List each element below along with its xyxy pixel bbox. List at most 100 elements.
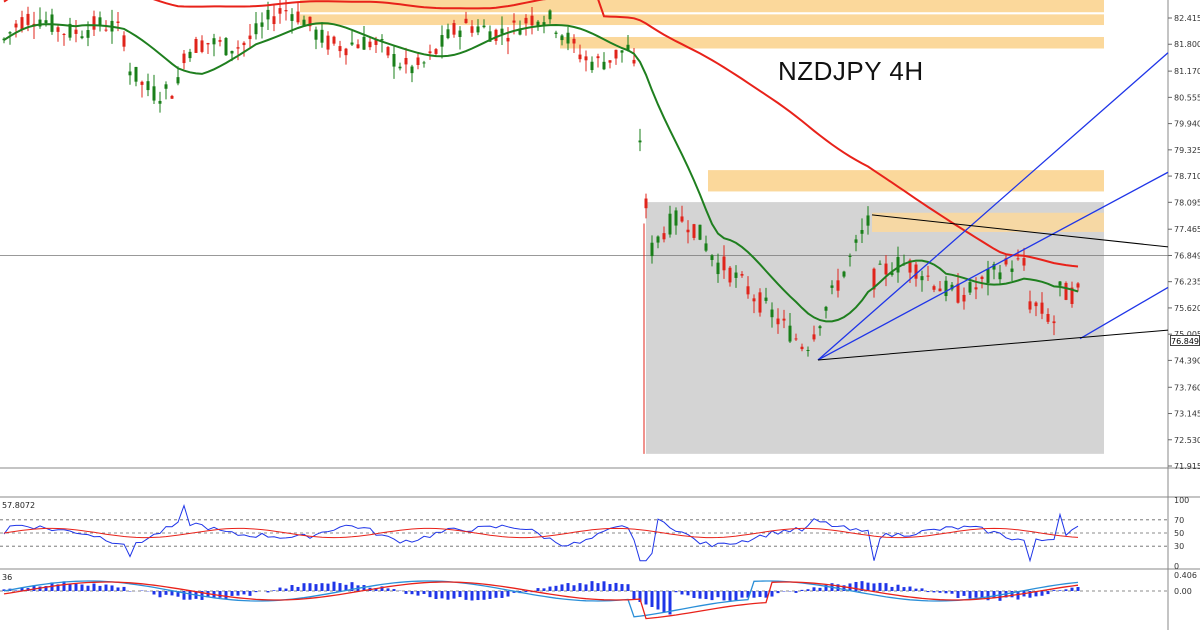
macd-histogram-bar bbox=[171, 591, 174, 595]
macd-histogram-bar bbox=[777, 591, 780, 593]
macd-histogram-bar bbox=[633, 591, 636, 600]
supply-zone-upper bbox=[560, 37, 1104, 49]
macd-histogram-bar bbox=[705, 591, 708, 599]
macd-histogram-bar bbox=[681, 591, 684, 594]
candle-body bbox=[801, 347, 804, 349]
candle-body bbox=[417, 57, 420, 65]
candle-body bbox=[327, 36, 330, 50]
macd-histogram-bar bbox=[717, 591, 720, 597]
macd-histogram-bar bbox=[879, 583, 882, 591]
candle-body bbox=[189, 52, 192, 58]
candle-body bbox=[369, 42, 372, 48]
macd-histogram-bar bbox=[603, 581, 606, 591]
macd-value-label: 36 bbox=[2, 573, 12, 582]
candle-body bbox=[999, 272, 1002, 279]
macd-histogram-bar bbox=[435, 591, 438, 599]
macd-histogram-bar bbox=[315, 584, 318, 591]
candle-body bbox=[555, 33, 558, 34]
candle-body bbox=[285, 10, 288, 11]
macd-histogram-bar bbox=[729, 591, 732, 601]
candle-body bbox=[1011, 269, 1014, 272]
macd-histogram-bar bbox=[405, 591, 408, 594]
macd-histogram-bar bbox=[921, 588, 924, 591]
macd-histogram-bar bbox=[543, 588, 546, 591]
candle-body bbox=[975, 287, 978, 289]
macd-histogram-bar bbox=[237, 591, 240, 596]
macd-histogram-bar bbox=[387, 588, 390, 591]
candle-body bbox=[567, 33, 570, 44]
macd-histogram-bar bbox=[417, 591, 420, 596]
macd-histogram-bar bbox=[105, 585, 108, 591]
candle-body bbox=[921, 276, 924, 280]
candle-body bbox=[687, 230, 690, 233]
macd-histogram-bar bbox=[471, 591, 474, 600]
macd-histogram-bar bbox=[723, 591, 726, 600]
candle-body bbox=[333, 37, 336, 44]
candle-body bbox=[615, 50, 618, 59]
price-tick-label: 76.235 bbox=[1174, 278, 1200, 287]
candle-body bbox=[1023, 258, 1026, 265]
candle-body bbox=[1065, 283, 1068, 300]
macd-histogram-bar bbox=[759, 591, 762, 597]
candle-body bbox=[45, 20, 48, 23]
candle-body bbox=[315, 30, 318, 40]
candle-body bbox=[1059, 281, 1062, 285]
candle-body bbox=[597, 56, 600, 58]
candle-body bbox=[741, 274, 744, 276]
macd-histogram-bar bbox=[1053, 590, 1056, 591]
candle-body bbox=[573, 39, 576, 44]
macd-histogram-bar bbox=[501, 591, 504, 598]
candle-body bbox=[129, 71, 132, 75]
candle-body bbox=[735, 273, 738, 278]
candle-body bbox=[297, 12, 300, 23]
macd-histogram-bar bbox=[159, 591, 162, 597]
candle-body bbox=[321, 30, 324, 43]
candle-body bbox=[363, 37, 366, 50]
macd-histogram-bar bbox=[963, 591, 966, 596]
price-tick-label: 76.849 bbox=[1174, 251, 1200, 260]
candle-body bbox=[387, 47, 390, 55]
candle-body bbox=[9, 32, 12, 33]
candle-body bbox=[291, 14, 294, 21]
macd-histogram-bar bbox=[711, 591, 714, 600]
candle-body bbox=[777, 319, 780, 325]
candle-body bbox=[843, 272, 846, 277]
candle-body bbox=[141, 82, 144, 85]
candle-body bbox=[249, 36, 252, 39]
macd-histogram-bar bbox=[933, 591, 936, 592]
macd-histogram-bar bbox=[651, 591, 654, 607]
candle-body bbox=[1041, 303, 1044, 314]
candle-body bbox=[405, 58, 408, 64]
candle-body bbox=[807, 350, 810, 351]
macd-histogram-bar bbox=[909, 587, 912, 591]
macd-histogram-bar bbox=[1077, 587, 1080, 591]
candle-body bbox=[669, 214, 672, 235]
candle-body bbox=[531, 16, 534, 26]
macd-histogram-bar bbox=[339, 583, 342, 591]
macd-histogram-bar bbox=[423, 591, 426, 594]
macd-histogram-bar bbox=[771, 591, 774, 597]
price-tick-label: 79.940 bbox=[1174, 120, 1200, 129]
macd-histogram-bar bbox=[855, 582, 858, 591]
macd-histogram-bar bbox=[447, 591, 450, 600]
candle-body bbox=[789, 326, 792, 342]
macd-histogram-bar bbox=[939, 591, 942, 593]
macd-histogram-bar bbox=[975, 591, 978, 598]
candle-body bbox=[57, 27, 60, 32]
macd-histogram-bar bbox=[153, 591, 156, 594]
macd-histogram-bar bbox=[567, 583, 570, 591]
candle-body bbox=[699, 225, 702, 240]
candle-body bbox=[591, 62, 594, 70]
candle-body bbox=[1077, 283, 1080, 287]
macd-histogram-bar bbox=[321, 583, 324, 591]
supply-zone-mid bbox=[708, 170, 1104, 191]
candle-body bbox=[393, 54, 396, 67]
macd-histogram-bar bbox=[249, 591, 252, 596]
macd-histogram-bar bbox=[111, 585, 114, 591]
macd-histogram-bar bbox=[981, 591, 984, 598]
macd-histogram-bar bbox=[663, 591, 666, 612]
candle-body bbox=[813, 334, 816, 339]
macd-histogram-bar bbox=[429, 591, 432, 597]
macd-histogram-bar bbox=[657, 591, 660, 610]
candle-body bbox=[585, 56, 588, 60]
